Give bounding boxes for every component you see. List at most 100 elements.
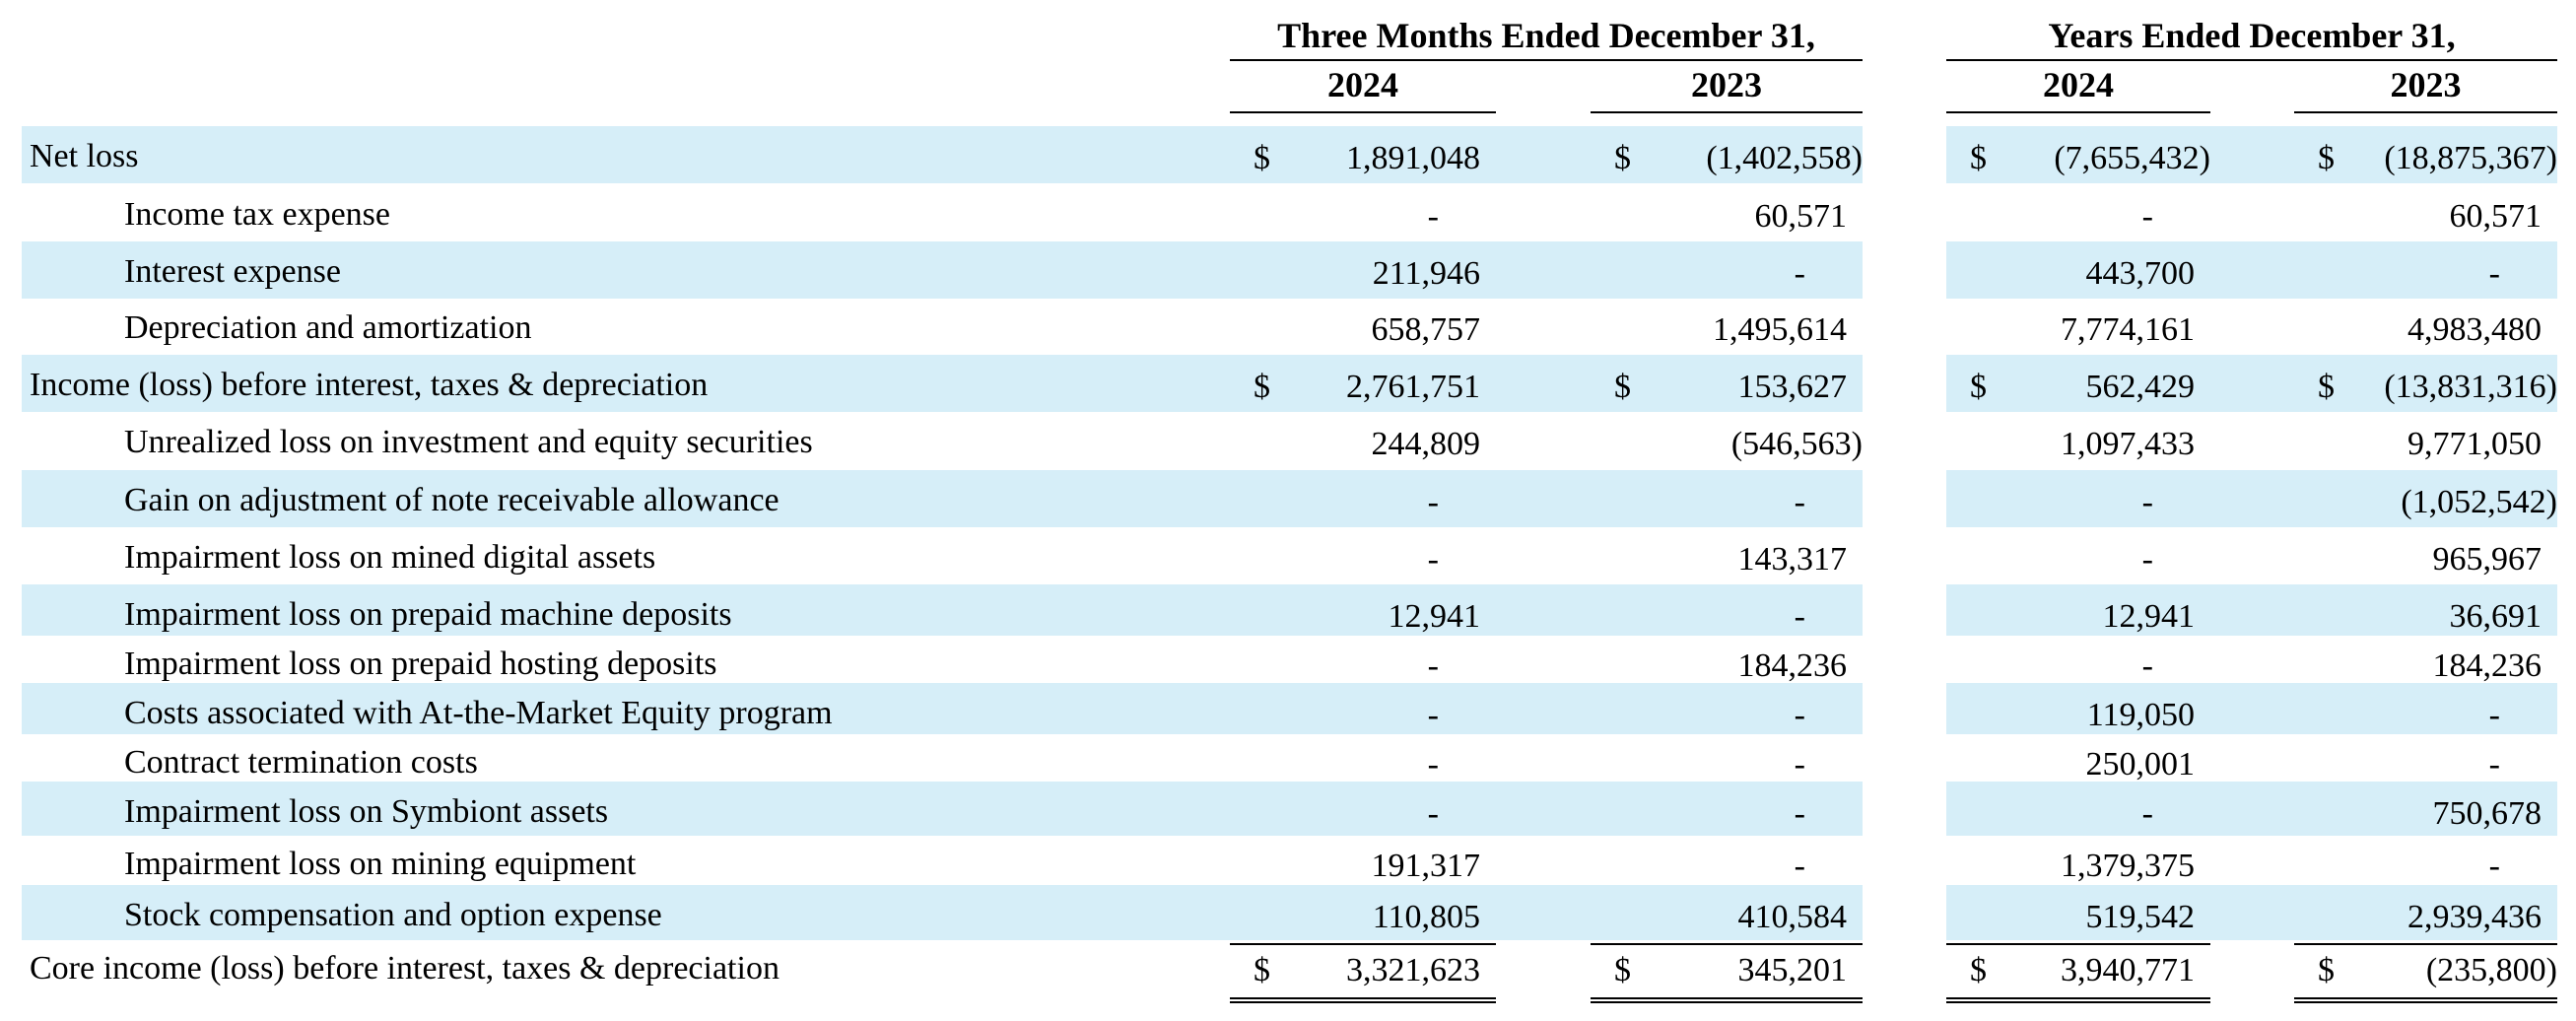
total-double-rule xyxy=(2294,997,2557,1003)
cell-value: 3,321,623 xyxy=(1346,952,1480,988)
cell-value: 2,939,436 xyxy=(2407,899,2542,935)
cell-value: 1,495,614 xyxy=(1713,311,1847,348)
row-label: Impairment loss on Symbiont assets xyxy=(124,793,609,830)
column-header-rule xyxy=(1591,111,1863,113)
cell-value: 1,097,433 xyxy=(2061,426,2195,462)
row-shading xyxy=(22,683,1863,734)
cell-value: (1,052,542) xyxy=(2401,484,2557,520)
row-label: Impairment loss on mining equipment xyxy=(124,846,637,882)
cell-value: 2,761,751 xyxy=(1346,369,1480,405)
cell-value: (13,831,316) xyxy=(2384,369,2557,405)
row-label: Impairment loss on prepaid hosting depos… xyxy=(124,646,717,682)
cell-value: - xyxy=(1427,647,1439,684)
currency-symbol: $ xyxy=(2318,952,2335,988)
cell-value: 1,891,048 xyxy=(1346,140,1480,176)
cell-value: - xyxy=(1794,746,1805,783)
cell-value: 60,571 xyxy=(1754,198,1848,235)
row-label: Impairment loss on mined digital assets xyxy=(124,539,656,576)
cell-value: - xyxy=(1794,697,1805,733)
row-label: Income tax expense xyxy=(124,196,390,233)
column-year-header: 2023 xyxy=(2390,65,2462,104)
cell-value: 4,983,480 xyxy=(2407,311,2542,348)
subtotal-rule xyxy=(2294,943,2557,945)
subtotal-rule xyxy=(1591,943,1863,945)
currency-symbol: $ xyxy=(1254,952,1270,988)
cell-value: 12,941 xyxy=(1388,598,1481,635)
cell-value: - xyxy=(2141,484,2153,520)
header-years: Years Ended December 31, xyxy=(2048,16,2456,55)
total-double-rule xyxy=(1946,997,2210,1003)
row-shading xyxy=(1946,470,2557,527)
currency-symbol: $ xyxy=(1970,369,1987,405)
currency-symbol: $ xyxy=(1614,952,1631,988)
header-rule-three-months xyxy=(1230,59,1863,61)
cell-value: 36,691 xyxy=(2449,598,2542,635)
cell-value: - xyxy=(1427,746,1439,783)
cell-value: 965,967 xyxy=(2432,541,2542,578)
row-shading xyxy=(22,241,1863,299)
cell-value: 60,571 xyxy=(2449,198,2542,235)
cell-value: 345,201 xyxy=(1737,952,1848,988)
cell-value: - xyxy=(2141,795,2153,832)
currency-symbol: $ xyxy=(1970,140,1987,176)
cell-value: 519,542 xyxy=(2085,899,2196,935)
currency-symbol: $ xyxy=(2318,369,2335,405)
cell-value: - xyxy=(1427,795,1439,832)
cell-value: 143,317 xyxy=(1737,541,1848,578)
row-shading xyxy=(22,885,1863,940)
cell-value: - xyxy=(1794,484,1805,520)
cell-value: (7,655,432) xyxy=(2054,140,2210,176)
cell-value: 12,941 xyxy=(2102,598,2196,635)
cell-value: - xyxy=(1427,697,1439,733)
cell-value: 184,236 xyxy=(2432,647,2542,684)
cell-value: (546,563) xyxy=(1730,426,1863,462)
cell-value: 153,627 xyxy=(1737,369,1848,405)
cell-value: 9,771,050 xyxy=(2407,426,2542,462)
row-shading xyxy=(1946,885,2557,940)
cell-value: 191,317 xyxy=(1371,848,1481,884)
cell-value: 244,809 xyxy=(1371,426,1481,462)
currency-symbol: $ xyxy=(1970,952,1987,988)
row-shading xyxy=(1946,126,2557,183)
cell-value: - xyxy=(2141,647,2153,684)
subtotal-rule xyxy=(1230,943,1496,945)
cell-value: - xyxy=(2488,697,2500,733)
cell-value: 119,050 xyxy=(2086,697,2195,733)
cell-value: (235,800) xyxy=(2425,952,2557,988)
cell-value: 1,379,375 xyxy=(2061,848,2195,884)
cell-value: - xyxy=(1427,484,1439,520)
header-three-months: Three Months Ended December 31, xyxy=(1277,16,1815,55)
currency-symbol: $ xyxy=(1614,369,1631,405)
row-label: Contract termination costs xyxy=(124,744,478,781)
cell-value: - xyxy=(2488,746,2500,783)
row-label: Unrealized loss on investment and equity… xyxy=(124,424,813,460)
row-shading xyxy=(1946,241,2557,299)
row-shading xyxy=(22,584,1863,636)
column-header-rule xyxy=(1946,111,2210,113)
row-label: Costs associated with At-the-Market Equi… xyxy=(124,695,833,731)
cell-value: - xyxy=(1794,795,1805,832)
currency-symbol: $ xyxy=(1614,140,1631,176)
row-shading xyxy=(1946,355,2557,412)
cell-value: - xyxy=(1427,541,1439,578)
column-year-header: 2024 xyxy=(1327,65,1398,104)
cell-value: 250,001 xyxy=(2085,746,2196,783)
row-shading xyxy=(22,782,1863,836)
column-header-rule xyxy=(2294,111,2557,113)
cell-value: 110,805 xyxy=(1372,899,1480,935)
cell-value: 211,946 xyxy=(1372,255,1480,292)
total-double-rule xyxy=(1230,997,1496,1003)
header-rule-years xyxy=(1946,59,2557,61)
row-shading xyxy=(1946,584,2557,636)
cell-value: 410,584 xyxy=(1737,899,1848,935)
row-label: Depreciation and amortization xyxy=(124,309,532,346)
currency-symbol: $ xyxy=(2318,140,2335,176)
subtotal-rule xyxy=(1946,943,2210,945)
cell-value: - xyxy=(2141,198,2153,235)
cell-value: - xyxy=(2488,848,2500,884)
row-shading xyxy=(1946,782,2557,836)
row-label: Income (loss) before interest, taxes & d… xyxy=(30,367,709,403)
cell-value: - xyxy=(1794,255,1805,292)
row-label: Interest expense xyxy=(124,253,341,290)
